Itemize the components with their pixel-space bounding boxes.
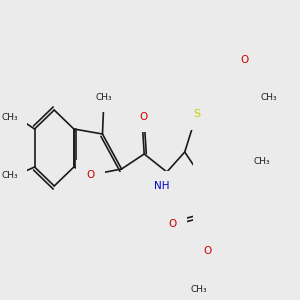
Text: CH₃: CH₃ xyxy=(1,112,18,122)
Text: NH: NH xyxy=(154,181,170,191)
Text: O: O xyxy=(140,112,148,122)
Text: CH₃: CH₃ xyxy=(190,286,207,295)
Text: CH₃: CH₃ xyxy=(254,157,270,166)
Text: CH₃: CH₃ xyxy=(260,92,277,101)
Text: O: O xyxy=(169,219,177,229)
Text: O: O xyxy=(203,246,211,256)
Text: O: O xyxy=(240,55,248,65)
Text: CH₃: CH₃ xyxy=(95,94,112,103)
Text: CH₃: CH₃ xyxy=(1,170,18,179)
Text: O: O xyxy=(86,170,95,180)
Text: S: S xyxy=(193,109,200,119)
